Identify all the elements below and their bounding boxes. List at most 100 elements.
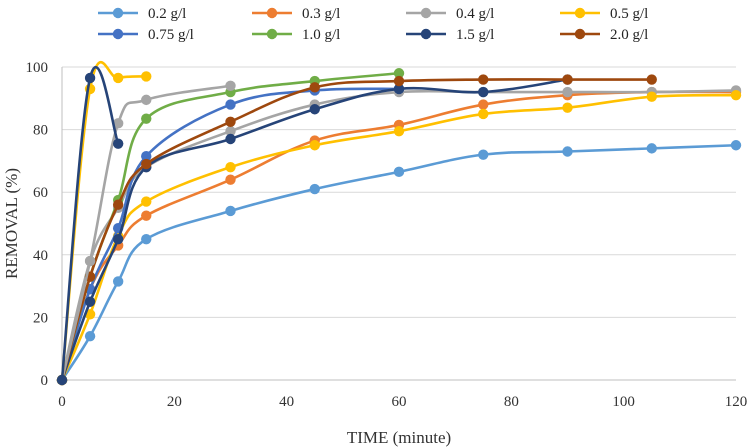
data-point xyxy=(393,75,405,87)
series-line xyxy=(60,143,738,382)
x-tick-label: 40 xyxy=(279,394,294,410)
series-1.5-g-l-fast- xyxy=(56,66,124,386)
y-tick-label: 100 xyxy=(26,60,49,76)
legend-label: 0.3 g/l xyxy=(302,6,340,22)
series-0.2-g-l xyxy=(56,140,742,386)
gridlines xyxy=(62,66,736,318)
series-line xyxy=(60,78,654,382)
data-point xyxy=(478,108,489,120)
data-point xyxy=(646,143,657,154)
data-point xyxy=(730,140,742,151)
data-point xyxy=(393,166,405,178)
legend-item: 0.5 g/l xyxy=(560,6,648,22)
legend-item: 0.4 g/l xyxy=(406,6,494,22)
data-point xyxy=(141,196,152,207)
data-point xyxy=(393,125,405,137)
data-point xyxy=(393,68,405,79)
x-tick-label: 120 xyxy=(725,394,748,410)
data-point xyxy=(141,71,152,82)
legend-item: 2.0 g/l xyxy=(560,27,648,43)
legend-item: 0.75 g/l xyxy=(98,27,194,43)
data-point xyxy=(84,296,96,307)
data-point xyxy=(225,133,236,145)
data-point xyxy=(730,89,742,101)
legend-item: 0.3 g/l xyxy=(252,6,340,22)
series-line xyxy=(60,93,738,382)
data-point xyxy=(646,74,657,85)
legend-label: 0.2 g/l xyxy=(148,6,186,22)
legend-item: 0.2 g/l xyxy=(98,6,186,22)
data-point xyxy=(393,83,405,95)
y-tick-label: 0 xyxy=(41,373,49,389)
data-point xyxy=(562,86,573,98)
data-point xyxy=(646,91,657,102)
x-tick-label: 0 xyxy=(58,394,66,410)
legend-swatch-marker xyxy=(574,7,586,19)
legend-label: 0.4 g/l xyxy=(456,6,494,22)
x-tick-label: 80 xyxy=(504,394,519,410)
data-point xyxy=(478,86,489,98)
series-line xyxy=(60,66,120,382)
data-point xyxy=(225,116,236,127)
data-point xyxy=(141,94,152,106)
legend-swatch-marker xyxy=(266,28,278,40)
data-point xyxy=(141,210,152,221)
legend-swatch-marker xyxy=(266,7,278,19)
data-point xyxy=(84,330,96,342)
y-tick-label: 60 xyxy=(33,185,48,201)
data-point xyxy=(225,174,236,185)
series-group xyxy=(56,60,742,386)
legend-label: 0.75 g/l xyxy=(148,27,194,43)
data-point xyxy=(309,140,320,151)
data-point xyxy=(478,74,489,85)
y-tick-label: 20 xyxy=(33,310,48,326)
legend-swatch-marker xyxy=(574,28,586,40)
x-tick-label: 100 xyxy=(612,394,635,410)
data-point xyxy=(141,151,152,162)
data-point xyxy=(112,233,124,245)
data-point xyxy=(309,82,320,93)
legend: 0.2 g/l 0.3 g/l 0.4 g/l 0.5 g/l 0.75 g/l 1.0 … xyxy=(98,6,648,43)
data-point xyxy=(225,99,236,110)
legend-label: 1.0 g/l xyxy=(302,27,340,43)
legend-label: 0.5 g/l xyxy=(610,6,648,22)
y-axis-title: REMOVAL (%) xyxy=(2,168,21,279)
axes: 0 20 40 60 80 100 120 0 20 40 60 80 100 xyxy=(26,60,748,410)
x-axis-title: TIME (minute) xyxy=(347,428,451,447)
data-point xyxy=(225,161,236,173)
data-point xyxy=(112,199,124,210)
data-point xyxy=(112,118,124,129)
x-tick-label: 20 xyxy=(167,394,182,410)
legend-swatch-marker xyxy=(420,28,432,40)
data-point xyxy=(225,125,236,137)
data-point xyxy=(562,102,573,113)
data-point xyxy=(562,146,573,157)
x-tick-label: 60 xyxy=(392,394,407,410)
data-point xyxy=(112,138,124,149)
series-line xyxy=(60,78,569,382)
legend-item: 1.5 g/l xyxy=(406,27,494,43)
y-tick-label: 80 xyxy=(33,123,48,139)
data-point xyxy=(478,99,489,110)
data-point xyxy=(141,233,152,245)
data-point xyxy=(309,104,320,115)
data-point xyxy=(84,72,96,84)
data-point xyxy=(112,276,124,287)
data-point xyxy=(84,255,96,267)
data-point xyxy=(141,158,152,170)
data-point xyxy=(141,113,152,124)
data-point xyxy=(309,183,320,195)
legend-item: 1.0 g/l xyxy=(252,27,340,43)
legend-swatch-marker xyxy=(112,7,124,19)
legend-swatch-marker xyxy=(420,7,432,19)
data-point xyxy=(225,205,236,217)
series-line xyxy=(60,84,232,382)
data-point xyxy=(225,80,236,91)
data-point xyxy=(112,72,124,84)
legend-swatch-marker xyxy=(112,28,124,40)
data-point xyxy=(562,74,573,85)
series-0.5-g-l xyxy=(56,89,742,386)
data-point xyxy=(56,374,68,386)
